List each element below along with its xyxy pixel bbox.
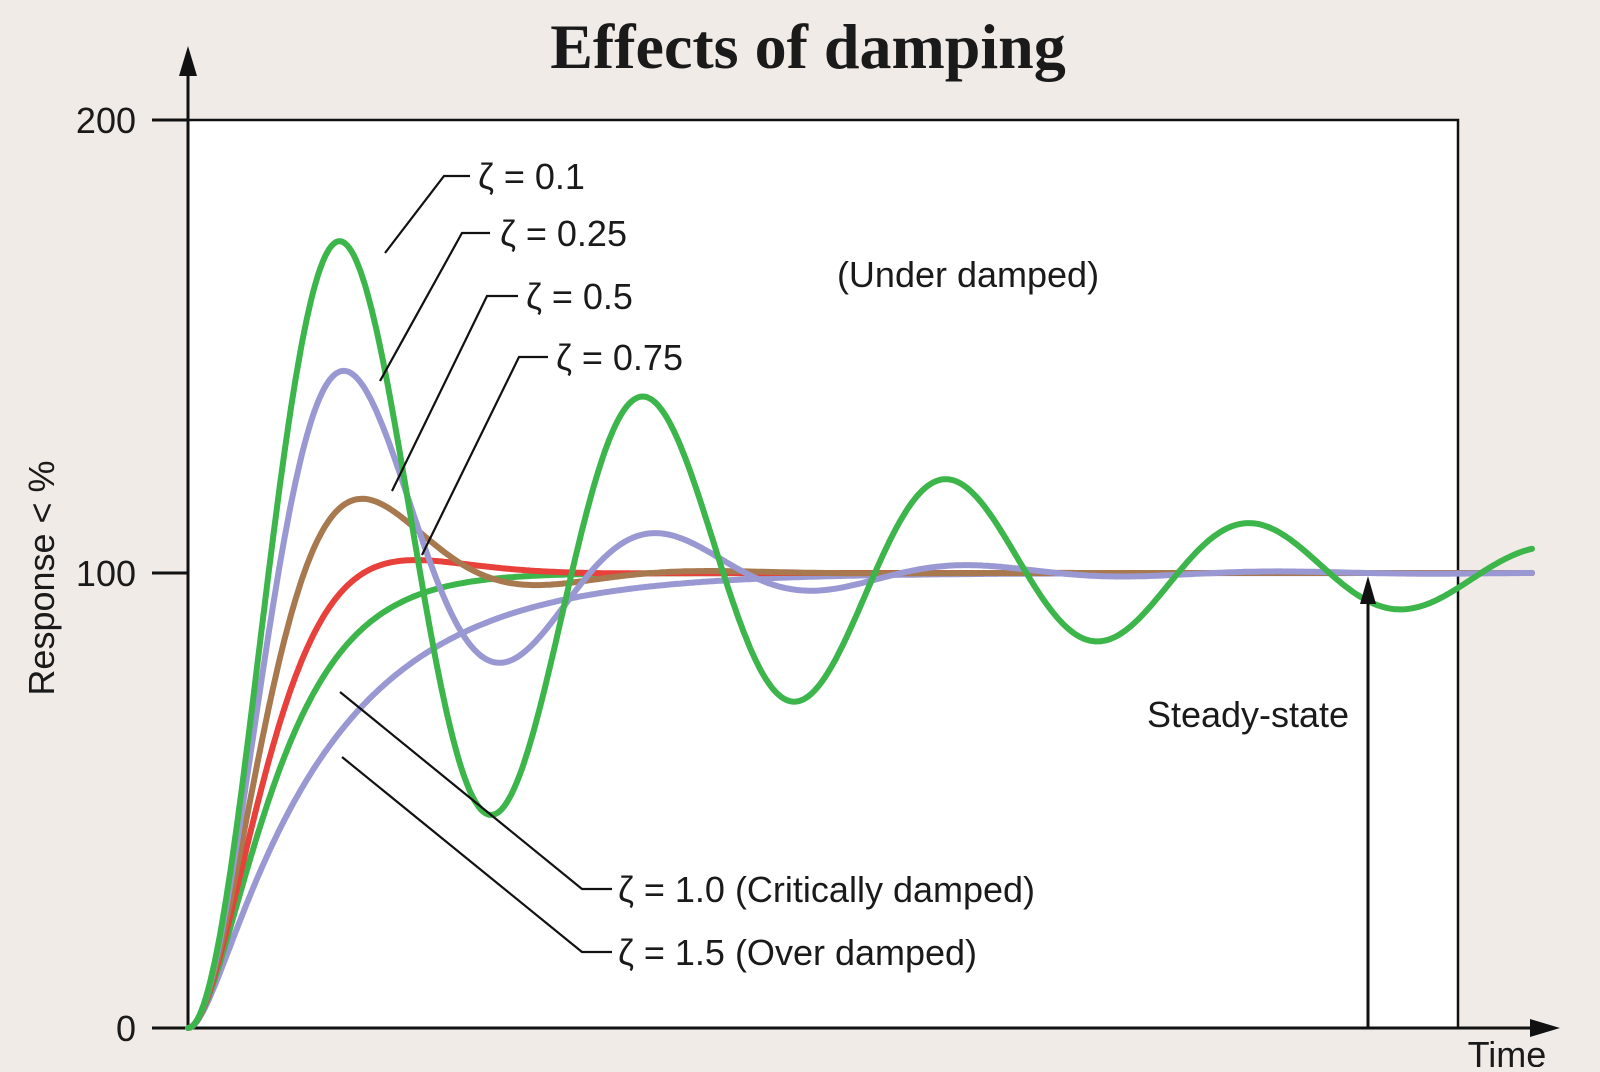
series-line-zeta-0-1 xyxy=(185,238,1535,1031)
series-label-zeta-1-5: ζ = 1.5 (Over damped) xyxy=(618,932,977,973)
leader-line-zeta-1-0 xyxy=(339,691,612,891)
series-label-zeta-0-75: ζ = 0.75 xyxy=(556,337,683,378)
series-label-zeta-0-5: ζ = 0.5 xyxy=(526,276,633,317)
leader-line-zeta-0-25 xyxy=(379,231,490,382)
under-damped-annotation: (Under damped) xyxy=(837,254,1099,295)
y-tick-label-0: 0 xyxy=(116,1008,136,1049)
leader-line-zeta-0-1 xyxy=(384,174,470,254)
y-tick-label-200: 200 xyxy=(76,100,136,141)
steady-state-annotation: Steady-state xyxy=(1147,694,1349,735)
series-group xyxy=(185,238,1535,1031)
y-axis-label: Response < % xyxy=(21,460,62,695)
leader-line-zeta-1-5 xyxy=(341,756,612,954)
leader-line-zeta-0-5 xyxy=(391,294,518,492)
leader-line-zeta-0-75 xyxy=(421,355,548,556)
y-tick-label-100: 100 xyxy=(76,553,136,594)
chart-title: Effects of damping xyxy=(550,11,1066,82)
steady-state-arrow-head xyxy=(1360,576,1376,604)
x-axis-label: Time xyxy=(1468,1034,1547,1067)
y-axis-arrow xyxy=(179,46,197,76)
series-label-zeta-0-1: ζ = 0.1 xyxy=(478,156,585,197)
series-label-zeta-0-25: ζ = 0.25 xyxy=(500,213,627,254)
series-label-zeta-1-0: ζ = 1.0 (Critically damped) xyxy=(618,869,1035,910)
x-axis-arrow xyxy=(1530,1019,1560,1037)
